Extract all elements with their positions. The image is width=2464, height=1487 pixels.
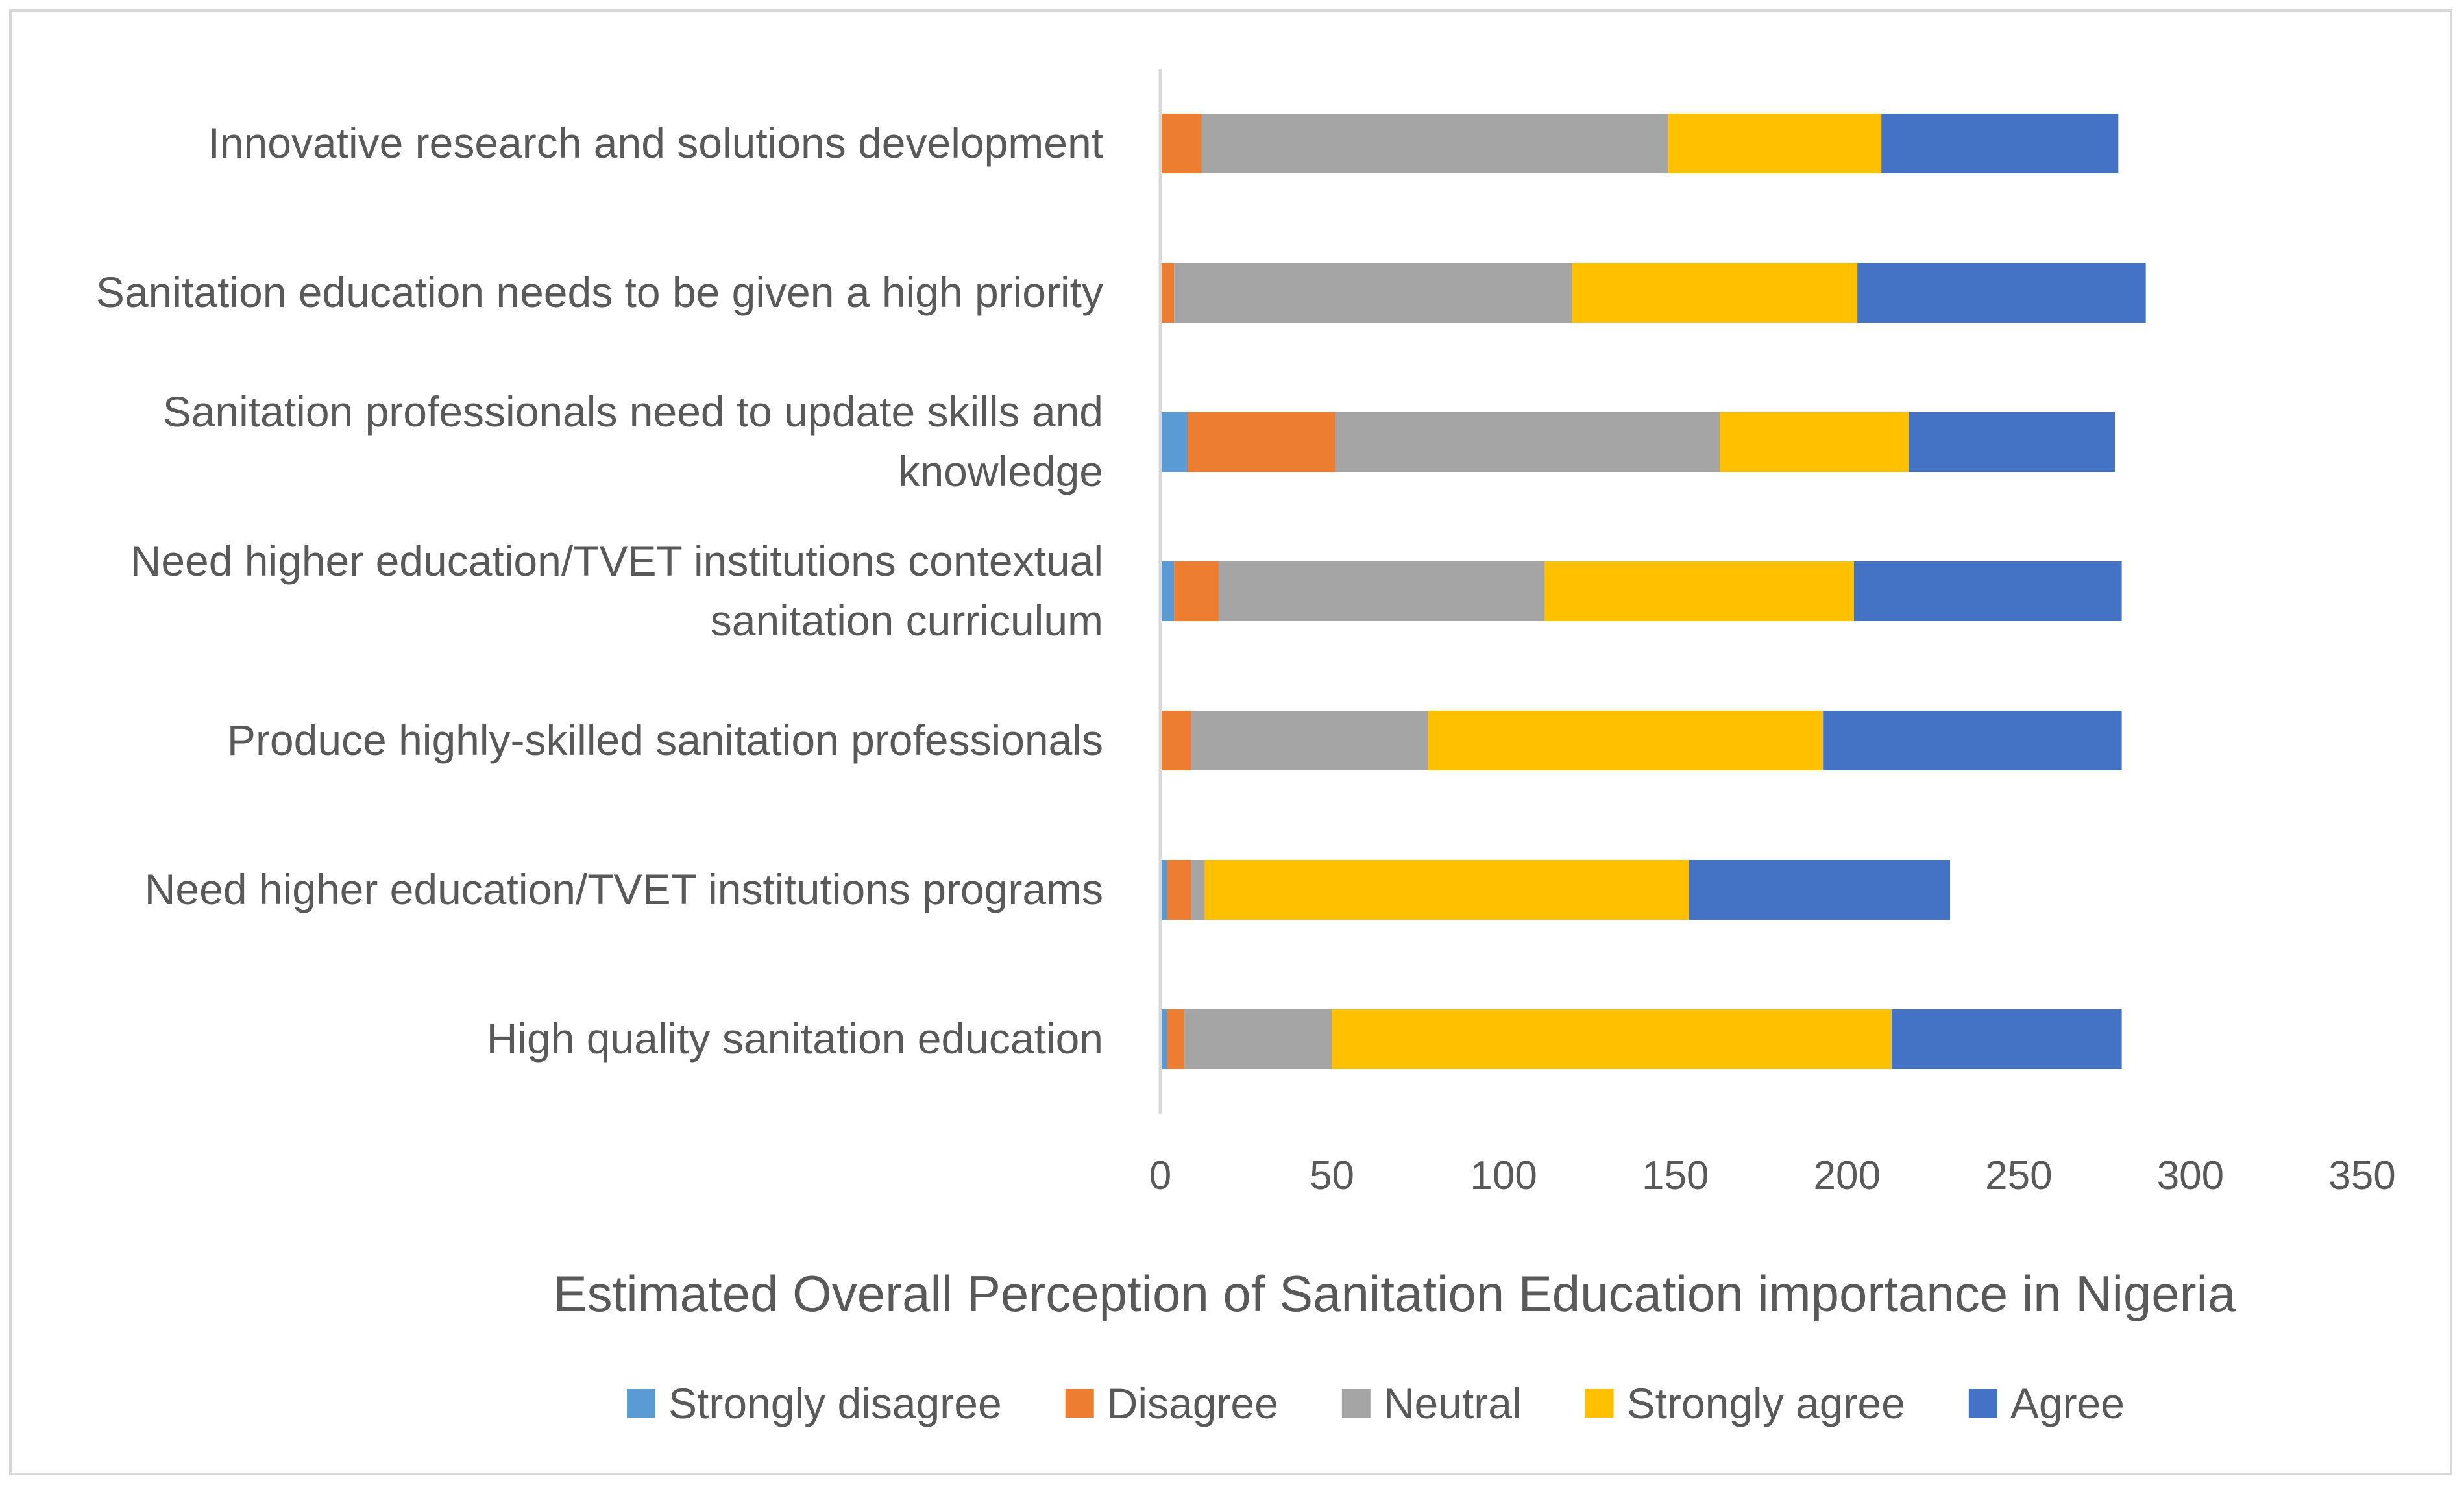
x-tick-label-1: 50 [1310,1153,1354,1198]
bar-neutral-4 [1191,711,1428,770]
x-tick-label-6: 300 [2157,1153,2224,1198]
bar-agree-2 [1909,412,2116,472]
bar-strongly-disagree-2 [1160,412,1188,472]
bar-disagree-3 [1174,561,1219,621]
bar-agree-1 [1857,263,2146,323]
legend-label-agree: Agree [2010,1379,2125,1427]
bar-disagree-6 [1167,1009,1185,1069]
bars-group [1160,114,2146,1069]
bar-agree-6 [1892,1009,2122,1069]
bar-strongly-agree-2 [1720,412,1909,472]
bar-disagree-1 [1160,263,1175,323]
category-label-6-0: High quality sanitation education [487,1014,1103,1063]
bar-strongly-agree-5 [1204,860,1689,920]
bar-neutral-2 [1335,412,1720,472]
x-axis-ticks: 0 50 100 150 200 250 300 350 [1149,1153,2396,1198]
category-label-4-0: Produce highly-skilled sanitation profes… [227,716,1103,764]
bar-agree-3 [1853,561,2122,621]
bar-strongly-agree-6 [1332,1009,1892,1069]
bar-disagree-4 [1160,711,1191,770]
category-label-2-0: Sanitation professionals need to update … [163,387,1103,436]
bar-disagree-0 [1160,114,1202,173]
bar-agree-0 [1881,114,2119,173]
legend-swatch-strongly-disagree [627,1389,656,1418]
bar-neutral-3 [1218,561,1545,621]
bar-strongly-disagree-3 [1160,561,1175,621]
legend-swatch-agree [1968,1389,1997,1418]
bar-disagree-2 [1188,412,1336,472]
category-labels: Innovative research and solutions develo… [96,119,1103,1063]
bar-strongly-agree-0 [1668,114,1882,173]
category-label-3-1: sanitation curriculum [711,596,1103,645]
x-tick-label-5: 250 [1985,1153,2052,1198]
bar-neutral-0 [1201,114,1669,173]
category-label-0-0: Innovative research and solutions develo… [208,119,1103,167]
bar-strongly-agree-3 [1544,561,1854,621]
bar-neutral-5 [1191,860,1205,920]
bar-agree-5 [1689,860,1951,920]
bar-disagree-5 [1167,860,1191,920]
legend-swatch-strongly-agree [1585,1389,1614,1418]
x-tick-label-3: 150 [1642,1153,1709,1198]
category-label-1-0: Sanitation education needs to be given a… [96,268,1103,316]
x-tick-label-7: 350 [2328,1153,2395,1198]
legend-label-disagree: Disagree [1107,1379,1278,1427]
bar-agree-4 [1823,711,2122,770]
x-tick-label-0: 0 [1149,1153,1171,1198]
bar-neutral-1 [1174,263,1572,323]
category-label-3-0: Need higher education/TVET institutions … [130,537,1103,585]
bar-neutral-6 [1184,1009,1332,1069]
bar-strongly-agree-4 [1428,711,1824,770]
x-tick-label-2: 100 [1470,1153,1537,1198]
legend-label-strongly-agree: Strongly agree [1627,1379,1905,1427]
category-label-5-0: Need higher education/TVET institutions … [145,865,1103,913]
bar-strongly-disagree-6 [1160,1009,1167,1069]
x-axis-title: Estimated Overall Perception of Sanitati… [554,1265,2236,1322]
bar-strongly-disagree-5 [1160,860,1167,920]
legend-swatch-neutral [1341,1389,1371,1418]
category-label-2-1: knowledge [898,447,1103,495]
legend-label-neutral: Neutral [1384,1379,1522,1427]
legend: Strongly disagree Disagree Neutral Strongly… [627,1379,2125,1427]
x-tick-label-4: 200 [1814,1153,1881,1198]
legend-swatch-disagree [1065,1389,1094,1418]
legend-label-strongly-disagree: Strongly disagree [668,1379,1002,1427]
bar-strongly-agree-1 [1572,263,1858,323]
